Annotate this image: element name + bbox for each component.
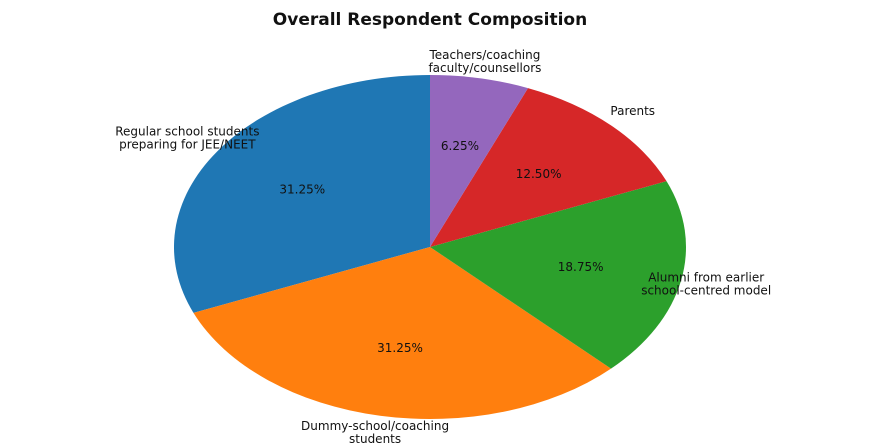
percentage-labels: 31.25% 31.25% 18.75% 12.50% 6.25%: [279, 139, 603, 355]
slice-label-2: Dummy-school/coaching students: [301, 419, 449, 445]
percentage-label-2: 31.25%: [377, 341, 423, 355]
pie-slices: [173, 75, 687, 419]
slice-label-3: Alumni from earlier school-centred model: [641, 270, 771, 297]
percentage-label-3: 18.75%: [558, 260, 604, 274]
pie-slice-2: [193, 247, 612, 419]
pie-slice-1: [173, 75, 430, 313]
pie-slice-5: [430, 75, 528, 247]
slice-label-5: Teachers/coaching faculty/counsellors: [428, 48, 541, 75]
pie-slice-3: [430, 181, 687, 369]
chart-title: Overall Respondent Composition: [273, 10, 587, 30]
percentage-label-4: 12.50%: [516, 167, 562, 181]
percentage-label-1: 31.25%: [279, 183, 325, 197]
slice-labels: Regular school students preparing for JEE…: [115, 48, 771, 445]
percentage-label-5: 6.25%: [441, 139, 479, 153]
pie-slice-4: [430, 88, 667, 248]
slice-label-1: Regular school students preparing for JEE…: [115, 125, 259, 152]
slice-label-4: Parents: [610, 104, 655, 118]
